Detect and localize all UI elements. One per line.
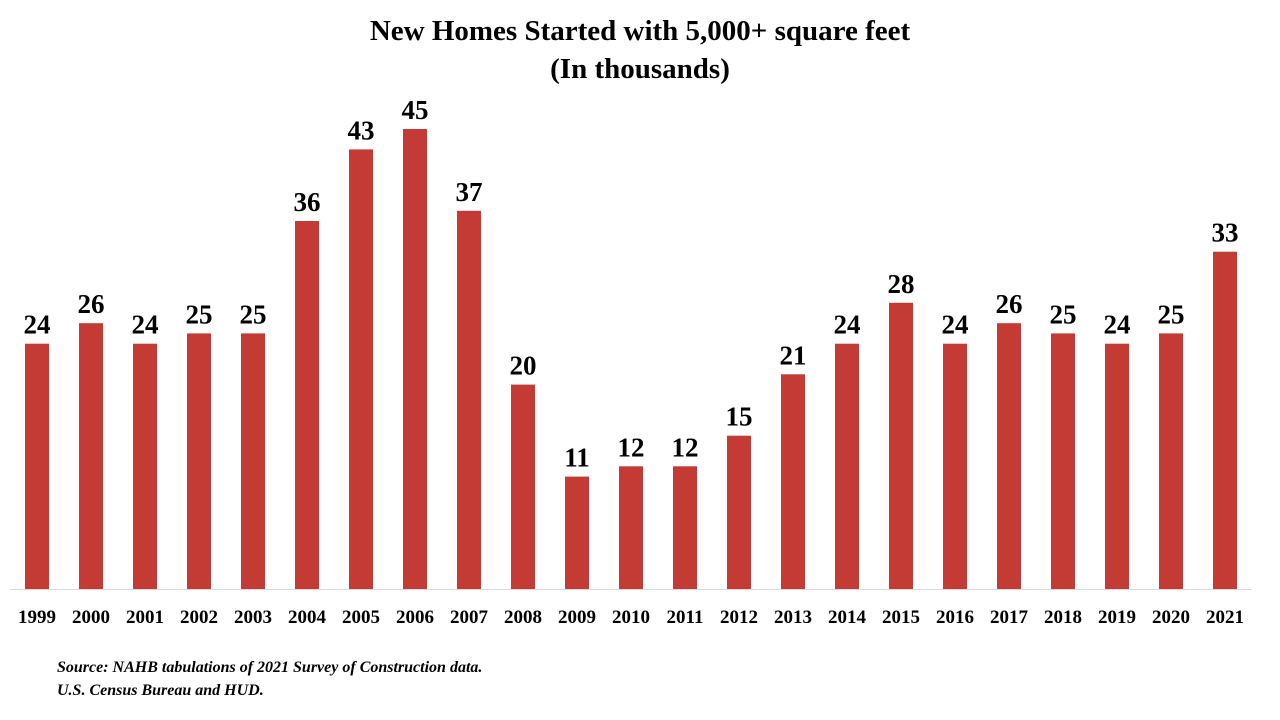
bar-2015 [889, 302, 913, 589]
x-tick-label-2017: 2017 [990, 607, 1029, 628]
bar-2006 [403, 129, 427, 589]
x-tick-label-2016: 2016 [936, 607, 974, 628]
x-tick-label-2014: 2014 [828, 607, 867, 628]
data-label-2020: 25 [1158, 299, 1185, 329]
bar-2002 [187, 333, 211, 589]
bar-2005 [349, 149, 373, 589]
data-label-2016: 24 [942, 310, 969, 340]
data-label-2001: 24 [132, 310, 159, 340]
data-label-2018: 25 [1050, 299, 1077, 329]
bar-2021 [1213, 251, 1237, 589]
data-label-2008: 20 [510, 351, 537, 381]
bar-2004 [295, 221, 319, 589]
chart-subtitle: (In thousands) [550, 53, 730, 85]
x-tick-label-2011: 2011 [667, 607, 704, 628]
bar-2008 [511, 384, 535, 589]
bar-2011 [673, 466, 697, 589]
data-label-2006: 45 [402, 95, 429, 125]
source-note: Source: NAHB tabulations of 2021 Survey … [57, 659, 483, 676]
data-label-2010: 12 [618, 432, 645, 462]
data-label-2003: 25 [240, 299, 267, 329]
x-tick-label-2001: 2001 [126, 607, 164, 628]
data-label-2019: 24 [1104, 310, 1131, 340]
bar-2019 [1105, 343, 1129, 589]
data-label-2017: 26 [996, 289, 1023, 319]
data-label-2000: 26 [78, 289, 105, 319]
x-tick-label-2008: 2008 [504, 607, 542, 628]
x-tick-label-2003: 2003 [234, 607, 272, 628]
bar-2020 [1159, 333, 1183, 589]
data-label-2015: 28 [888, 269, 915, 299]
bars-group [25, 129, 1237, 590]
bar-2010 [619, 466, 643, 589]
x-tick-label-2018: 2018 [1044, 607, 1082, 628]
x-tick-labels-group: 1999 2000 2001 2002 2003 2004 2005 2006 2007 2008… [18, 607, 1244, 628]
bar-2003 [241, 333, 265, 589]
data-label-1999: 24 [24, 310, 51, 340]
bar-2017 [997, 323, 1021, 589]
data-label-2007: 37 [456, 177, 483, 207]
data-labels-group: 24 26 24 25 25 36 43 45 37 20 11 12 12 15 21 24 28 24 26 25… [24, 95, 1239, 473]
data-label-2002: 25 [186, 299, 213, 329]
bar-2016 [943, 343, 967, 589]
x-tick-label-2021: 2021 [1206, 607, 1244, 628]
bar-2012 [727, 435, 751, 589]
x-tick-label-2020: 2020 [1152, 607, 1190, 628]
source-note-agency: U.S. Census Bureau and HUD. [57, 682, 264, 699]
x-tick-label-2004: 2004 [288, 607, 327, 628]
data-label-2011: 12 [672, 432, 699, 462]
data-label-2014: 24 [834, 310, 861, 340]
bar-2014 [835, 343, 859, 589]
data-label-2021: 33 [1212, 218, 1239, 248]
x-tick-label-1999: 1999 [18, 607, 56, 628]
x-tick-label-2013: 2013 [774, 607, 812, 628]
x-tick-label-2010: 2010 [612, 607, 650, 628]
x-tick-label-2007: 2007 [450, 607, 489, 628]
x-tick-label-2012: 2012 [720, 607, 758, 628]
x-tick-label-2000: 2000 [72, 607, 110, 628]
x-tick-label-2009: 2009 [558, 607, 596, 628]
data-label-2012: 15 [726, 402, 753, 432]
x-tick-label-2005: 2005 [342, 607, 380, 628]
x-tick-label-2015: 2015 [882, 607, 920, 628]
bar-2013 [781, 374, 805, 589]
bar-1999 [25, 343, 49, 589]
bar-2009 [565, 476, 589, 589]
x-tick-label-2019: 2019 [1098, 607, 1136, 628]
bar-2001 [133, 343, 157, 589]
chart-title: New Homes Started with 5,000+ square fee… [369, 15, 911, 47]
data-label-2013: 21 [780, 340, 807, 370]
bar-2018 [1051, 333, 1075, 589]
data-label-2009: 11 [564, 443, 590, 473]
bar-2007 [457, 210, 481, 590]
x-tick-label-2002: 2002 [180, 607, 218, 628]
data-label-2005: 43 [348, 115, 375, 145]
data-label-2004: 36 [294, 187, 321, 217]
x-tick-label-2006: 2006 [396, 607, 434, 628]
bar-2000 [79, 323, 103, 589]
